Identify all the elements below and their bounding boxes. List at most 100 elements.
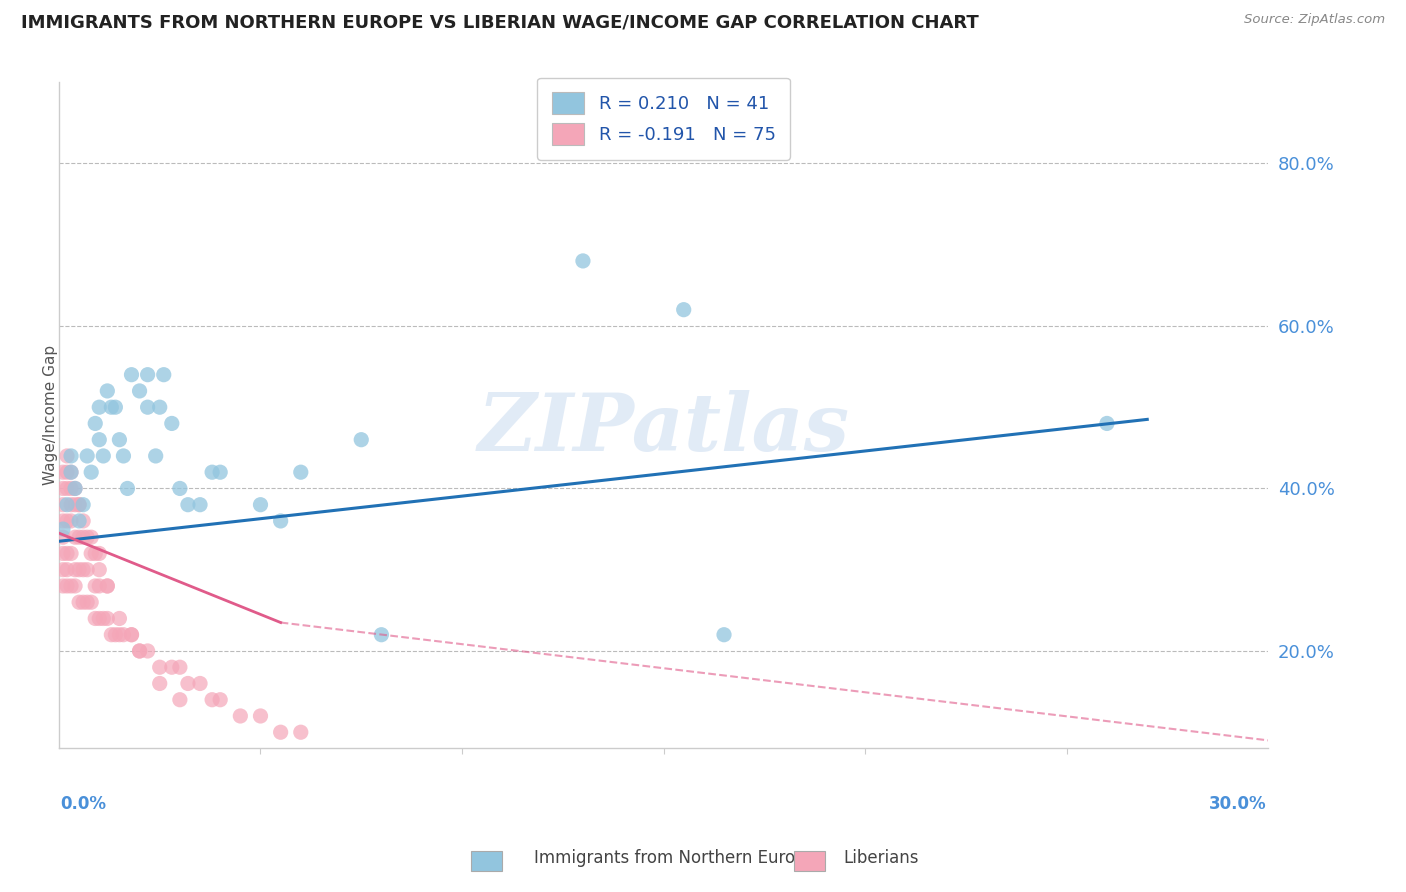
- Point: [201, 465, 224, 479]
- Point: [96, 579, 118, 593]
- Point: [117, 482, 139, 496]
- Point: [89, 563, 111, 577]
- Point: [108, 611, 131, 625]
- Point: [67, 595, 90, 609]
- Point: [270, 514, 292, 528]
- Point: [91, 611, 114, 625]
- Point: [249, 709, 271, 723]
- Point: [72, 530, 94, 544]
- Point: [84, 611, 107, 625]
- Point: [136, 368, 159, 382]
- Legend: R = 0.210   N = 41, R = -0.191   N = 75: R = 0.210 N = 41, R = -0.191 N = 75: [537, 78, 790, 160]
- Point: [56, 514, 79, 528]
- Point: [60, 546, 83, 560]
- Point: [89, 546, 111, 560]
- Text: 30.0%: 30.0%: [1209, 795, 1267, 814]
- Point: [63, 482, 86, 496]
- Point: [350, 433, 373, 447]
- Point: [63, 530, 86, 544]
- Point: [160, 417, 183, 431]
- Point: [149, 660, 172, 674]
- Text: ZIPatlas: ZIPatlas: [478, 390, 849, 467]
- Point: [128, 644, 150, 658]
- Point: [56, 563, 79, 577]
- Point: [52, 522, 75, 536]
- Point: [72, 595, 94, 609]
- Point: [56, 579, 79, 593]
- Point: [100, 628, 122, 642]
- Point: [89, 579, 111, 593]
- Point: [67, 563, 90, 577]
- Point: [60, 579, 83, 593]
- Point: [84, 546, 107, 560]
- Point: [96, 611, 118, 625]
- Point: [290, 725, 312, 739]
- Point: [100, 400, 122, 414]
- Point: [52, 579, 75, 593]
- Point: [249, 498, 271, 512]
- Point: [229, 709, 252, 723]
- Point: [72, 563, 94, 577]
- Point: [201, 692, 224, 706]
- Point: [128, 644, 150, 658]
- Point: [60, 482, 83, 496]
- Point: [72, 498, 94, 512]
- Point: [52, 530, 75, 544]
- Point: [104, 400, 127, 414]
- Point: [56, 449, 79, 463]
- Point: [56, 498, 79, 512]
- Point: [52, 546, 75, 560]
- Point: [209, 465, 232, 479]
- Point: [1095, 417, 1118, 431]
- Text: IMMIGRANTS FROM NORTHERN EUROPE VS LIBERIAN WAGE/INCOME GAP CORRELATION CHART: IMMIGRANTS FROM NORTHERN EUROPE VS LIBER…: [21, 13, 979, 31]
- Point: [60, 465, 83, 479]
- Point: [108, 628, 131, 642]
- Point: [52, 465, 75, 479]
- Point: [56, 465, 79, 479]
- Point: [104, 628, 127, 642]
- Point: [56, 482, 79, 496]
- Point: [177, 498, 200, 512]
- Point: [128, 384, 150, 398]
- Point: [89, 611, 111, 625]
- Point: [145, 449, 167, 463]
- Point: [188, 498, 211, 512]
- Point: [60, 449, 83, 463]
- Point: [136, 644, 159, 658]
- Point: [149, 400, 172, 414]
- Point: [84, 579, 107, 593]
- Point: [63, 482, 86, 496]
- Point: [76, 563, 98, 577]
- Point: [52, 514, 75, 528]
- Point: [152, 368, 174, 382]
- Point: [188, 676, 211, 690]
- Point: [169, 482, 191, 496]
- Point: [52, 498, 75, 512]
- Point: [60, 465, 83, 479]
- Point: [52, 482, 75, 496]
- Point: [67, 498, 90, 512]
- Point: [209, 692, 232, 706]
- Point: [572, 254, 595, 268]
- Point: [67, 498, 90, 512]
- Point: [121, 368, 143, 382]
- Point: [80, 595, 103, 609]
- Point: [63, 563, 86, 577]
- Point: [112, 449, 135, 463]
- Point: [52, 563, 75, 577]
- Point: [76, 530, 98, 544]
- Point: [177, 676, 200, 690]
- Point: [370, 628, 392, 642]
- Point: [96, 384, 118, 398]
- Point: [713, 628, 735, 642]
- Point: [56, 546, 79, 560]
- Point: [672, 302, 695, 317]
- Point: [63, 498, 86, 512]
- Point: [112, 628, 135, 642]
- Point: [108, 433, 131, 447]
- Point: [80, 530, 103, 544]
- Point: [84, 417, 107, 431]
- Point: [136, 400, 159, 414]
- Text: Source: ZipAtlas.com: Source: ZipAtlas.com: [1244, 13, 1385, 27]
- Point: [160, 660, 183, 674]
